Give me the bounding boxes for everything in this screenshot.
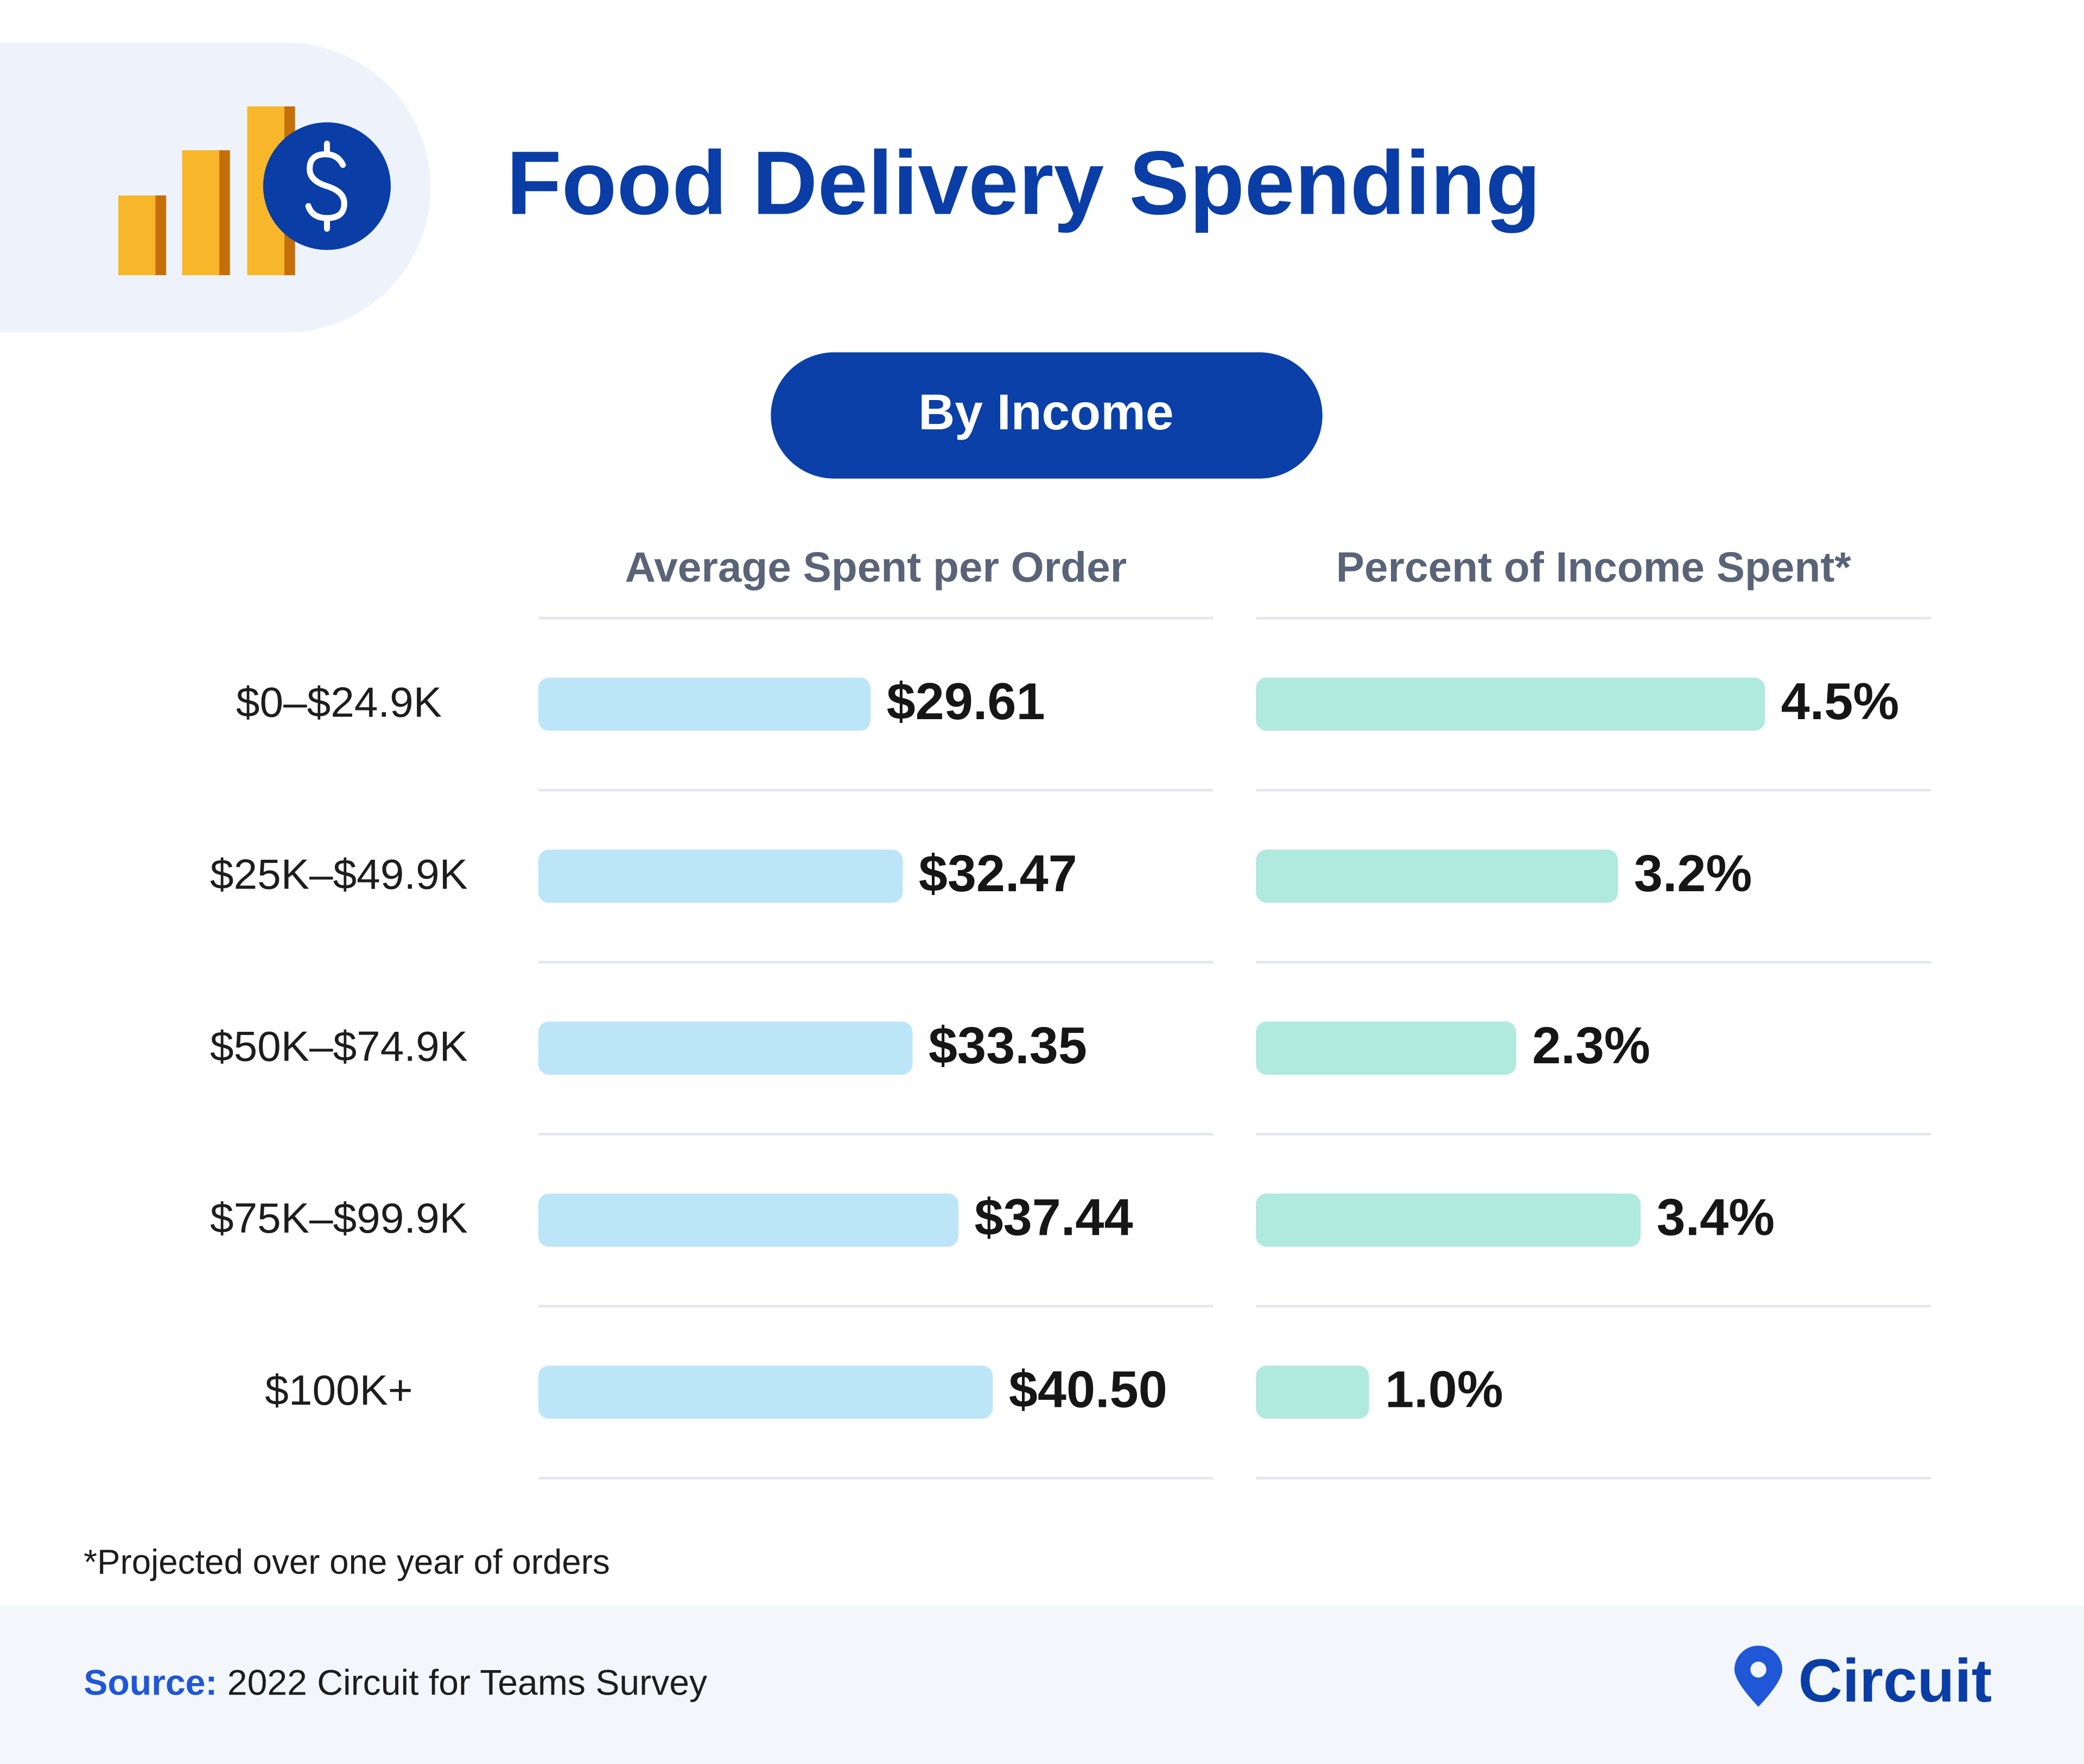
value-label: $33.35 <box>929 1017 1087 1075</box>
subtitle-pill <box>771 352 1323 479</box>
value-label: 1.0% <box>1385 1361 1503 1419</box>
brand-pin-hole <box>1750 1661 1767 1678</box>
value-label: 3.2% <box>1634 845 1752 903</box>
category-label: $0–$24.9K <box>236 678 442 726</box>
value-label: 4.5% <box>1781 673 1899 731</box>
bar <box>538 849 903 903</box>
source-text: 2022 Circuit for Teams Survey <box>227 1663 707 1703</box>
value-label: $37.44 <box>974 1189 1133 1247</box>
value-label: $29.61 <box>887 673 1045 731</box>
footer <box>0 1606 2084 1764</box>
brand: Circuit <box>1798 1646 1992 1715</box>
column-header: Average Spent per Order <box>625 543 1127 591</box>
value-label: 2.3% <box>1532 1017 1650 1075</box>
column-header: Percent of Income Spent* <box>1336 543 1852 591</box>
chart-icon <box>118 106 391 276</box>
category-label: $100K+ <box>265 1366 412 1414</box>
bar <box>1256 1021 1516 1075</box>
bar <box>538 1365 993 1419</box>
source-label: Source: <box>84 1663 217 1703</box>
bar <box>538 677 871 731</box>
bar <box>1256 849 1618 903</box>
category-label: $25K–$49.9K <box>210 850 468 898</box>
category-label: $75K–$99.9K <box>210 1194 468 1242</box>
category-label: $50K–$74.9K <box>210 1022 468 1070</box>
bar <box>538 1021 913 1075</box>
bar <box>1256 1194 1641 1247</box>
subtitle: By Income <box>918 384 1174 440</box>
bar <box>538 1194 959 1247</box>
value-label: $32.47 <box>919 845 1077 903</box>
title: Food Delivery Spending <box>506 132 1541 233</box>
value-label: $40.50 <box>1009 1361 1167 1419</box>
source: Source: 2022 Circuit for Teams Survey <box>84 1663 707 1703</box>
value-label: 3.4% <box>1656 1189 1775 1247</box>
bar <box>1256 1365 1369 1419</box>
footnote: *Projected over one year of orders <box>84 1543 610 1581</box>
bar <box>1256 677 1765 731</box>
